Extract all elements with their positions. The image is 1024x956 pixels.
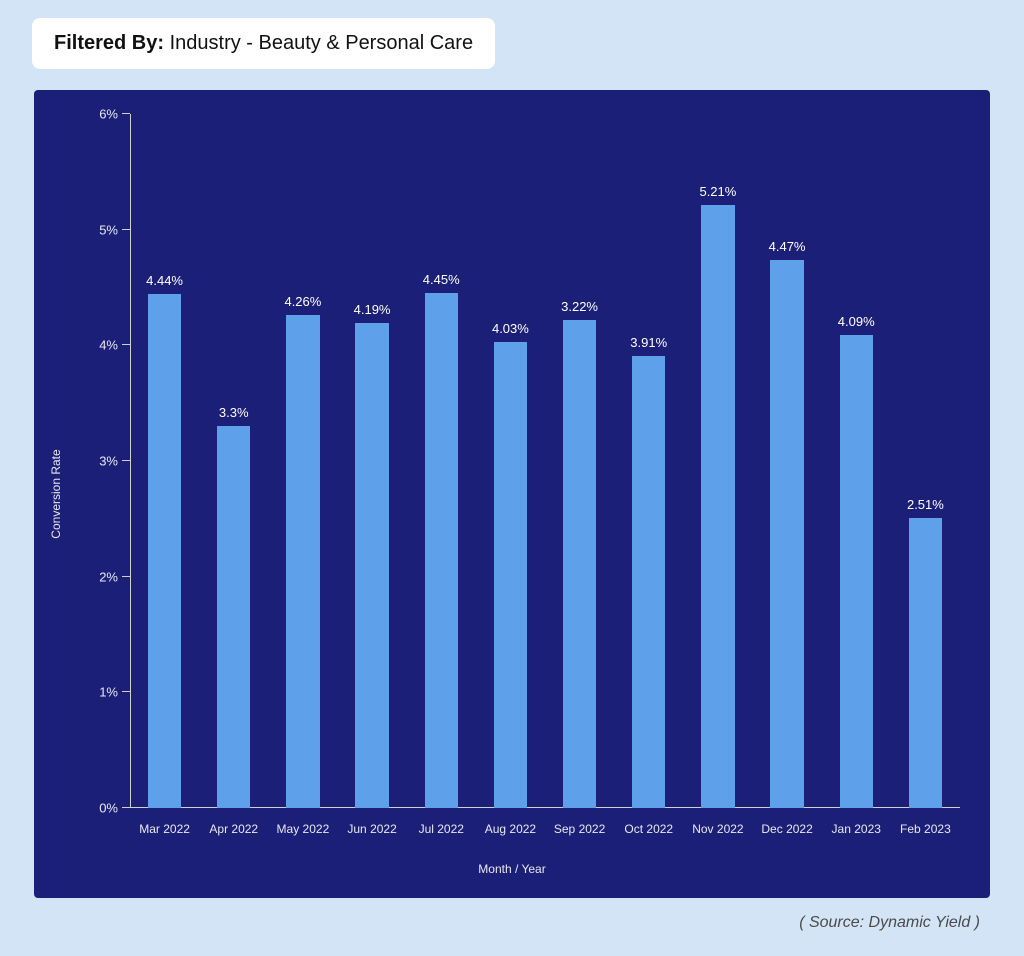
bar-value-label: 3.3% — [219, 405, 249, 420]
plot-area: 0%1%2%3%4%5%6%4.44%Mar 20223.3%Apr 20224… — [130, 114, 960, 808]
bar-value-label: 4.03% — [492, 321, 529, 336]
bar: 4.45% — [425, 293, 458, 808]
bar-value-label: 4.26% — [284, 294, 321, 309]
x-axis-title: Month / Year — [478, 862, 545, 876]
bar: 4.19% — [355, 323, 388, 808]
bar-value-label: 4.45% — [423, 272, 460, 287]
y-tick-label: 4% — [99, 338, 118, 353]
bar: 3.22% — [563, 320, 596, 808]
x-tick-label: Feb 2023 — [900, 822, 951, 836]
y-tick — [122, 113, 130, 114]
y-tick — [122, 344, 130, 345]
bar: 4.44% — [148, 294, 181, 808]
filter-text: Industry - Beauty & Personal Care — [164, 32, 473, 54]
bar: 2.51% — [909, 518, 942, 808]
y-tick — [122, 691, 130, 692]
bar: 4.26% — [286, 315, 319, 808]
bar-value-label: 4.09% — [838, 314, 875, 329]
y-tick-label: 3% — [99, 454, 118, 469]
bar-value-label: 4.47% — [769, 239, 806, 254]
y-tick — [122, 576, 130, 577]
y-axis-title: Conversion Rate — [49, 449, 63, 538]
bar: 4.47% — [770, 260, 803, 808]
bar: 4.03% — [494, 342, 527, 808]
bar-value-label: 3.22% — [561, 299, 598, 314]
y-tick-label: 0% — [99, 801, 118, 816]
x-tick-label: May 2022 — [277, 822, 330, 836]
x-tick-label: Jan 2023 — [832, 822, 881, 836]
x-tick-label: Apr 2022 — [209, 822, 258, 836]
x-tick-label: Mar 2022 — [139, 822, 190, 836]
source-caption: ( Source: Dynamic Yield ) — [799, 914, 980, 932]
y-tick — [122, 807, 130, 808]
x-tick-label: Dec 2022 — [761, 822, 812, 836]
y-tick — [122, 460, 130, 461]
y-tick-label: 2% — [99, 569, 118, 584]
y-tick-label: 6% — [99, 107, 118, 122]
bar-value-label: 5.21% — [699, 184, 736, 199]
bar-value-label: 4.19% — [354, 302, 391, 317]
y-tick — [122, 229, 130, 230]
y-tick-label: 1% — [99, 685, 118, 700]
x-tick-label: Oct 2022 — [624, 822, 673, 836]
bar: 3.91% — [632, 356, 665, 808]
bar: 4.09% — [840, 335, 873, 808]
bar-value-label: 2.51% — [907, 497, 944, 512]
x-tick-label: Sep 2022 — [554, 822, 605, 836]
bar-value-label: 4.44% — [146, 273, 183, 288]
filter-prefix: Filtered By: — [54, 32, 164, 54]
bar-value-label: 3.91% — [630, 335, 667, 350]
x-axis-line — [130, 807, 960, 808]
x-tick-label: Jun 2022 — [347, 822, 396, 836]
x-tick-label: Nov 2022 — [692, 822, 743, 836]
y-axis-line — [130, 114, 131, 808]
bar: 5.21% — [701, 205, 734, 808]
filter-pill: Filtered By: Industry - Beauty & Persona… — [32, 18, 495, 69]
bar: 3.3% — [217, 426, 250, 808]
chart-panel: Conversion Rate Month / Year 0%1%2%3%4%5… — [34, 90, 990, 898]
y-tick-label: 5% — [99, 222, 118, 237]
x-tick-label: Aug 2022 — [485, 822, 536, 836]
x-tick-label: Jul 2022 — [419, 822, 464, 836]
chart-container: Filtered By: Industry - Beauty & Persona… — [10, 10, 1014, 946]
